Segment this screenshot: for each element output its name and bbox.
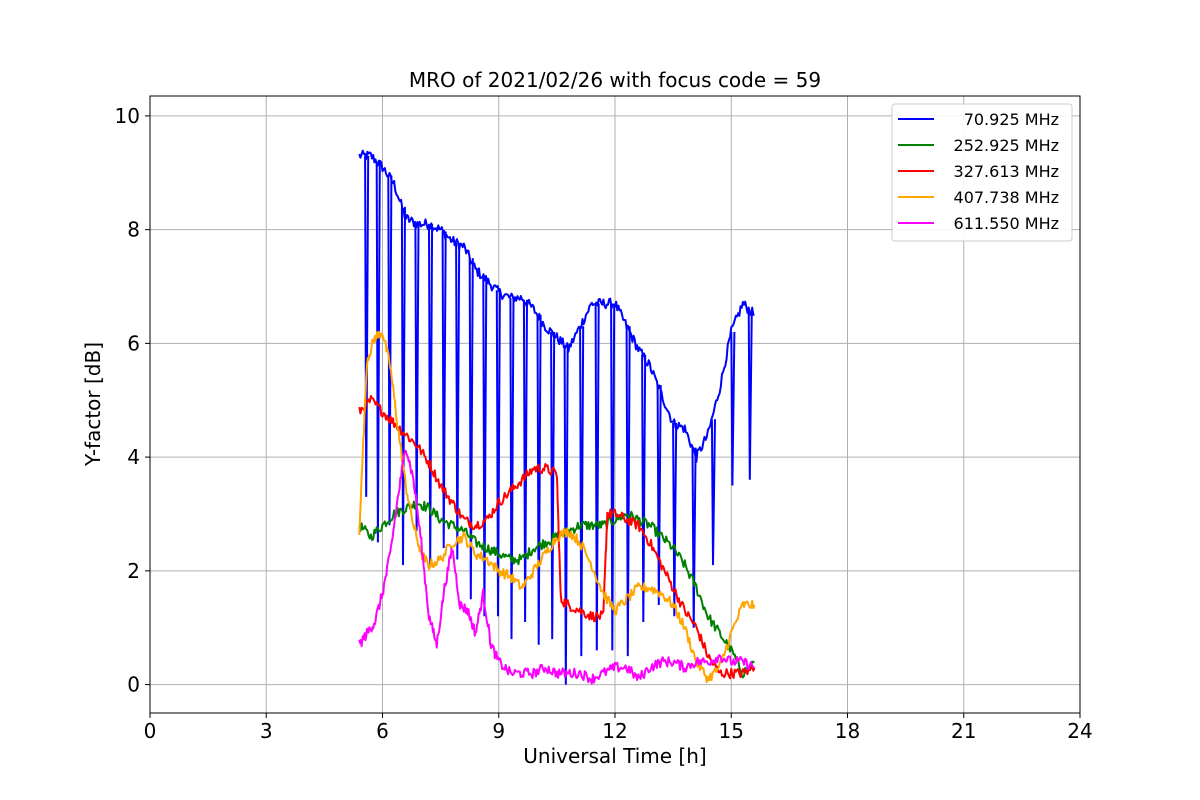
series-layer (358, 149, 756, 685)
series-dip (400, 206, 406, 566)
series-dip (468, 258, 474, 600)
y-tick-label: 8 (127, 218, 140, 242)
series-line (358, 330, 756, 684)
x-tick-label: 0 (144, 719, 157, 743)
series-dip (441, 231, 447, 549)
series-line (358, 395, 756, 680)
legend-box (891, 103, 1073, 242)
y-tick-label: 2 (127, 559, 140, 583)
series-dip (625, 326, 631, 657)
series-dip (710, 419, 716, 566)
series-dip (691, 447, 697, 628)
x-tick-label: 24 (1067, 719, 1092, 743)
series-dip (495, 290, 501, 617)
legend-label: 407.738 MHz (954, 188, 1059, 207)
x-axis-label: Universal Time [h] (523, 744, 706, 768)
legend-label: 327.613 MHz (954, 162, 1059, 181)
y-tick-label: 6 (127, 331, 140, 355)
series-dip (387, 175, 393, 526)
x-tick-label: 15 (719, 719, 744, 743)
legend-label: 252.925 MHz (954, 136, 1059, 155)
series-dip (730, 331, 736, 486)
x-tick-label: 9 (492, 719, 505, 743)
series-dip (563, 345, 569, 685)
series-line (358, 500, 755, 679)
x-tick-label: 21 (951, 719, 976, 743)
x-tick-label: 12 (602, 719, 627, 743)
x-tick-label: 18 (835, 719, 860, 743)
legend: 70.925 MHz 252.925 MHz 327.613 MHz 407.738 … (891, 103, 1073, 242)
series-dip (522, 299, 528, 623)
series-dip (594, 303, 600, 651)
series-dip (536, 314, 542, 645)
y-tick-label: 10 (115, 104, 140, 128)
y-axis-label: Y-factor [dB] (81, 342, 105, 467)
y-tick-label: 4 (127, 445, 140, 469)
series-dip (656, 385, 662, 606)
series-dip (364, 155, 370, 497)
series-dip (482, 276, 488, 617)
series-dip (509, 297, 515, 640)
y-tick-label: 0 (127, 673, 140, 697)
series-dip (550, 331, 556, 640)
series-dip (641, 354, 647, 623)
legend-label: 70.925 MHz (964, 110, 1059, 129)
series-dip (672, 422, 678, 617)
x-tick-label: 3 (260, 719, 273, 743)
series-line (358, 449, 755, 685)
series-dip (747, 309, 753, 480)
series-dip (375, 161, 381, 543)
series-dip (579, 326, 585, 657)
chart-title: MRO of 2021/02/26 with focus code = 59 (409, 68, 821, 92)
series-line (358, 149, 755, 463)
series-dip (610, 303, 616, 651)
x-tick-label: 6 (376, 719, 389, 743)
legend-label: 611.550 MHz (954, 214, 1059, 233)
series-dip (455, 242, 461, 560)
